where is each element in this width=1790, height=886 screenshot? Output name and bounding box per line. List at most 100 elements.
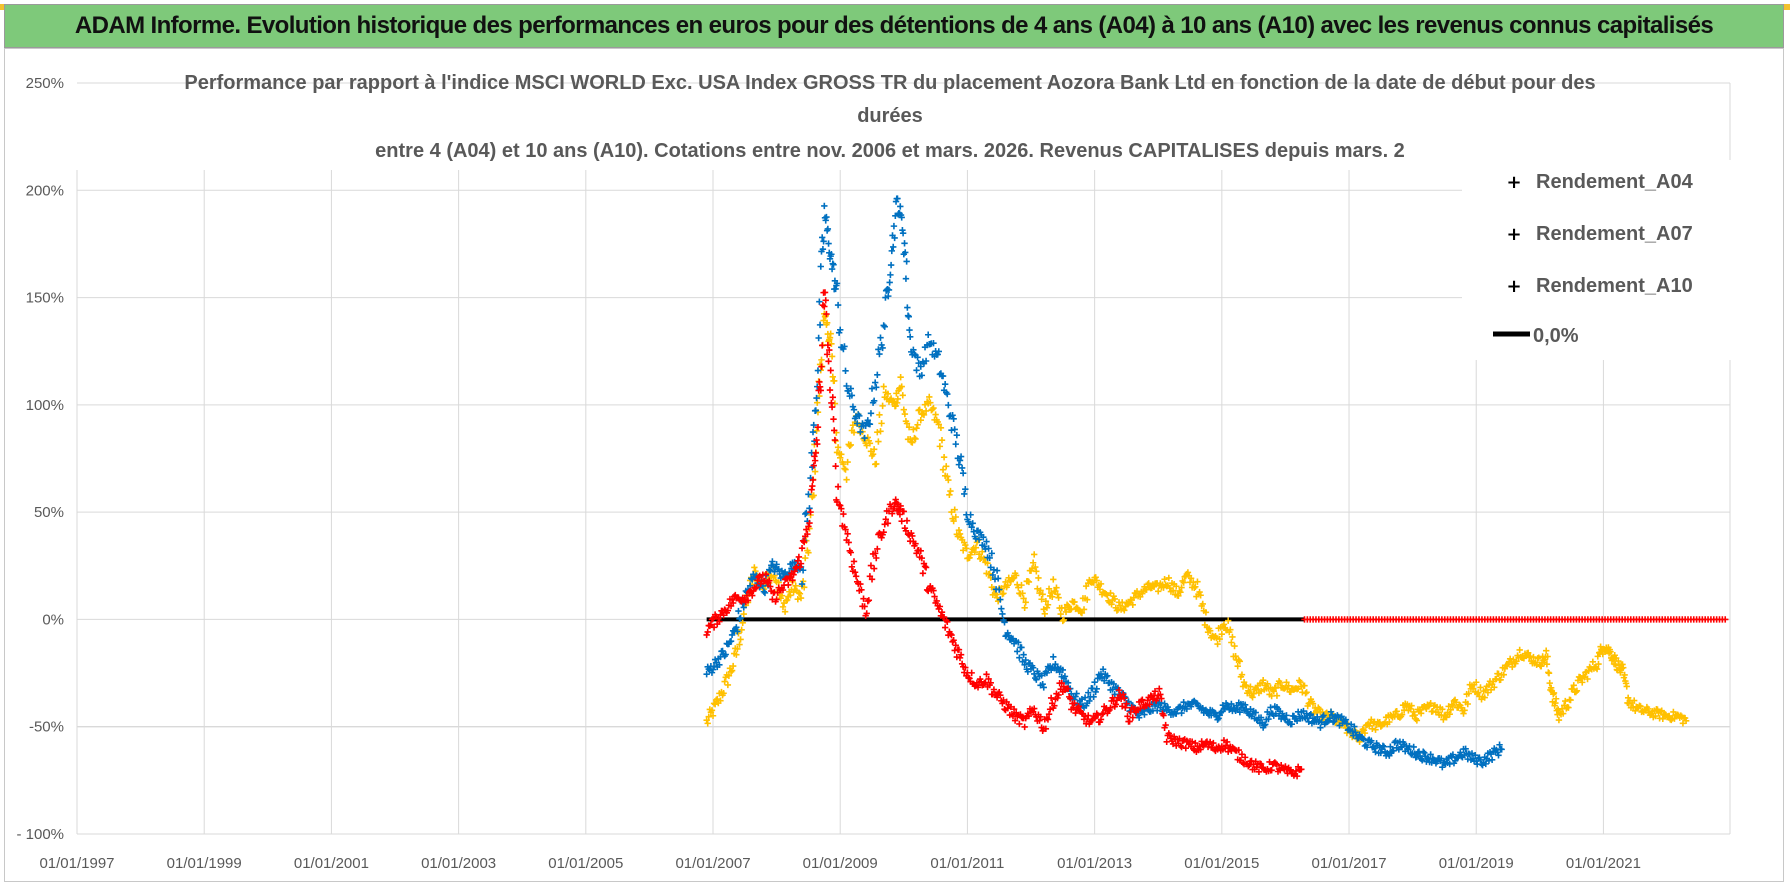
data-point-rendement_a07 bbox=[1099, 666, 1107, 673]
y-tick-label: 100% bbox=[26, 397, 64, 414]
data-point-rendement_a10 bbox=[1166, 731, 1174, 739]
data-point-rendement_a04 bbox=[728, 667, 736, 674]
data-point-rendement_a07 bbox=[834, 301, 842, 309]
data-point-rendement_a07 bbox=[1014, 648, 1021, 655]
data-point-rendement_a04 bbox=[1192, 583, 1199, 590]
data-point-rendement_a07 bbox=[997, 596, 1004, 603]
data-point-rendement_a04 bbox=[926, 393, 933, 401]
data-point-rendement_a04 bbox=[831, 377, 838, 384]
data-point-rendement_a07 bbox=[1306, 711, 1314, 719]
data-point-rendement_a04 bbox=[1516, 646, 1523, 654]
data-point-rendement_a04 bbox=[930, 404, 937, 412]
data-point-rendement_a07 bbox=[828, 265, 836, 273]
data-point-rendement_a10 bbox=[821, 303, 828, 310]
data-point-rendement_a07 bbox=[894, 195, 901, 202]
legend-label-zero: 0,0% bbox=[1533, 325, 1579, 347]
data-point-rendement_a04 bbox=[1184, 569, 1192, 576]
data-point-rendement_a04 bbox=[869, 450, 877, 458]
data-point-rendement_a07 bbox=[1387, 743, 1394, 750]
data-point-rendement_a04 bbox=[837, 454, 844, 462]
data-point-rendement_a04 bbox=[1113, 607, 1121, 614]
data-point-rendement_a07 bbox=[760, 588, 768, 595]
data-point-rendement_a07 bbox=[1187, 703, 1195, 710]
data-point-rendement_a04 bbox=[739, 619, 746, 627]
data-point-rendement_a07 bbox=[856, 412, 863, 420]
data-point-rendement_a04 bbox=[1411, 711, 1418, 719]
legend-marker-a04: + bbox=[1506, 172, 1521, 193]
data-point-rendement_a07 bbox=[905, 313, 912, 320]
data-point-rendement_a04 bbox=[1055, 594, 1062, 601]
data-point-rendement_a04 bbox=[1229, 633, 1236, 641]
data-point-rendement_a04 bbox=[818, 356, 825, 364]
data-point-rendement_a04 bbox=[844, 458, 851, 466]
data-point-rendement_a10 bbox=[953, 653, 961, 661]
data-point-rendement_a07 bbox=[1267, 704, 1274, 711]
series-rendement_a10 bbox=[703, 289, 1305, 780]
data-point-rendement_a04 bbox=[1199, 600, 1206, 608]
data-point-rendement_a07 bbox=[980, 533, 987, 541]
data-point-rendement_a10 bbox=[1001, 705, 1008, 713]
data-point-rendement_a07 bbox=[805, 491, 812, 498]
data-point-rendement_a07 bbox=[902, 275, 910, 282]
data-point-rendement_a10 bbox=[1107, 704, 1114, 712]
data-point-rendement_a07 bbox=[901, 240, 908, 247]
data-point-rendement_a04 bbox=[1150, 583, 1158, 590]
data-point-rendement_a10 bbox=[1058, 679, 1065, 687]
data-point-rendement_a07 bbox=[809, 428, 817, 436]
data-point-rendement_a04 bbox=[935, 421, 942, 428]
data-point-rendement_a04 bbox=[971, 548, 979, 556]
data-point-rendement_a10 bbox=[1293, 772, 1301, 780]
data-point-rendement_a07 bbox=[1418, 757, 1426, 764]
data-point-rendement_a07 bbox=[747, 575, 755, 582]
data-point-rendement_a10 bbox=[1298, 766, 1305, 773]
legend-marker-a07: + bbox=[1506, 224, 1521, 245]
data-point-rendement_a04 bbox=[1500, 671, 1507, 678]
data-point-rendement_a10 bbox=[1151, 688, 1159, 695]
data-point-rendement_a07 bbox=[975, 536, 983, 543]
data-point-rendement_a07 bbox=[1408, 751, 1415, 758]
data-point-rendement_a04 bbox=[1227, 626, 1234, 633]
data-point-rendement_a07 bbox=[1261, 722, 1268, 729]
data-point-rendement_a07 bbox=[972, 535, 980, 542]
data-point-rendement_a07 bbox=[1217, 709, 1224, 716]
y-axis-tick-labels: - 100% -50% 0% 50% 100% 150% 200% 250% bbox=[16, 75, 64, 843]
data-point-rendement_a07 bbox=[1405, 746, 1412, 753]
data-point-rendement_a04 bbox=[1071, 598, 1078, 606]
data-point-rendement_a07 bbox=[1386, 752, 1393, 759]
data-point-rendement_a07 bbox=[961, 490, 968, 498]
data-point-rendement_a10 bbox=[955, 646, 963, 653]
data-point-rendement_a04 bbox=[912, 435, 919, 443]
data-point-rendement_a10 bbox=[1036, 717, 1043, 724]
data-point-rendement_a04 bbox=[1501, 665, 1509, 672]
data-point-rendement_a07 bbox=[1410, 743, 1417, 751]
data-point-rendement_a04 bbox=[1303, 689, 1310, 696]
chart-title-line-2: durées bbox=[857, 105, 923, 127]
data-point-rendement_a04 bbox=[951, 506, 958, 513]
data-point-rendement_a04 bbox=[1439, 706, 1446, 713]
data-point-rendement_a04 bbox=[972, 544, 980, 551]
x-tick-label: 01/01/2019 bbox=[1439, 855, 1514, 872]
data-point-rendement_a04 bbox=[1165, 574, 1173, 582]
data-point-rendement_a04 bbox=[1021, 604, 1028, 612]
data-point-rendement_a07 bbox=[950, 415, 957, 422]
data-point-rendement_a07 bbox=[941, 381, 949, 388]
data-point-rendement_a04 bbox=[840, 460, 847, 468]
data-point-rendement_a10 bbox=[1064, 685, 1072, 692]
data-point-rendement_a10 bbox=[1124, 713, 1131, 720]
data-point-rendement_a10 bbox=[848, 563, 856, 571]
data-point-rendement_a10 bbox=[752, 585, 759, 592]
data-point-rendement_a04 bbox=[1469, 685, 1477, 692]
data-point-rendement_a04 bbox=[847, 441, 855, 449]
data-point-rendement_a04 bbox=[1196, 588, 1203, 596]
data-point-rendement_a10 bbox=[921, 563, 929, 570]
data-point-rendement_a07 bbox=[989, 571, 997, 579]
legend-marker-a10: + bbox=[1506, 276, 1521, 297]
data-point-rendement_a04 bbox=[946, 491, 953, 499]
data-point-rendement_a04 bbox=[1593, 665, 1601, 673]
data-point-rendement_a04 bbox=[1644, 705, 1652, 713]
data-point-rendement_a10 bbox=[1046, 706, 1054, 713]
data-point-rendement_a04 bbox=[1111, 595, 1118, 603]
data-point-rendement_a04 bbox=[734, 645, 741, 653]
data-point-rendement_a04 bbox=[794, 595, 802, 603]
data-point-rendement_a04 bbox=[1562, 697, 1569, 705]
